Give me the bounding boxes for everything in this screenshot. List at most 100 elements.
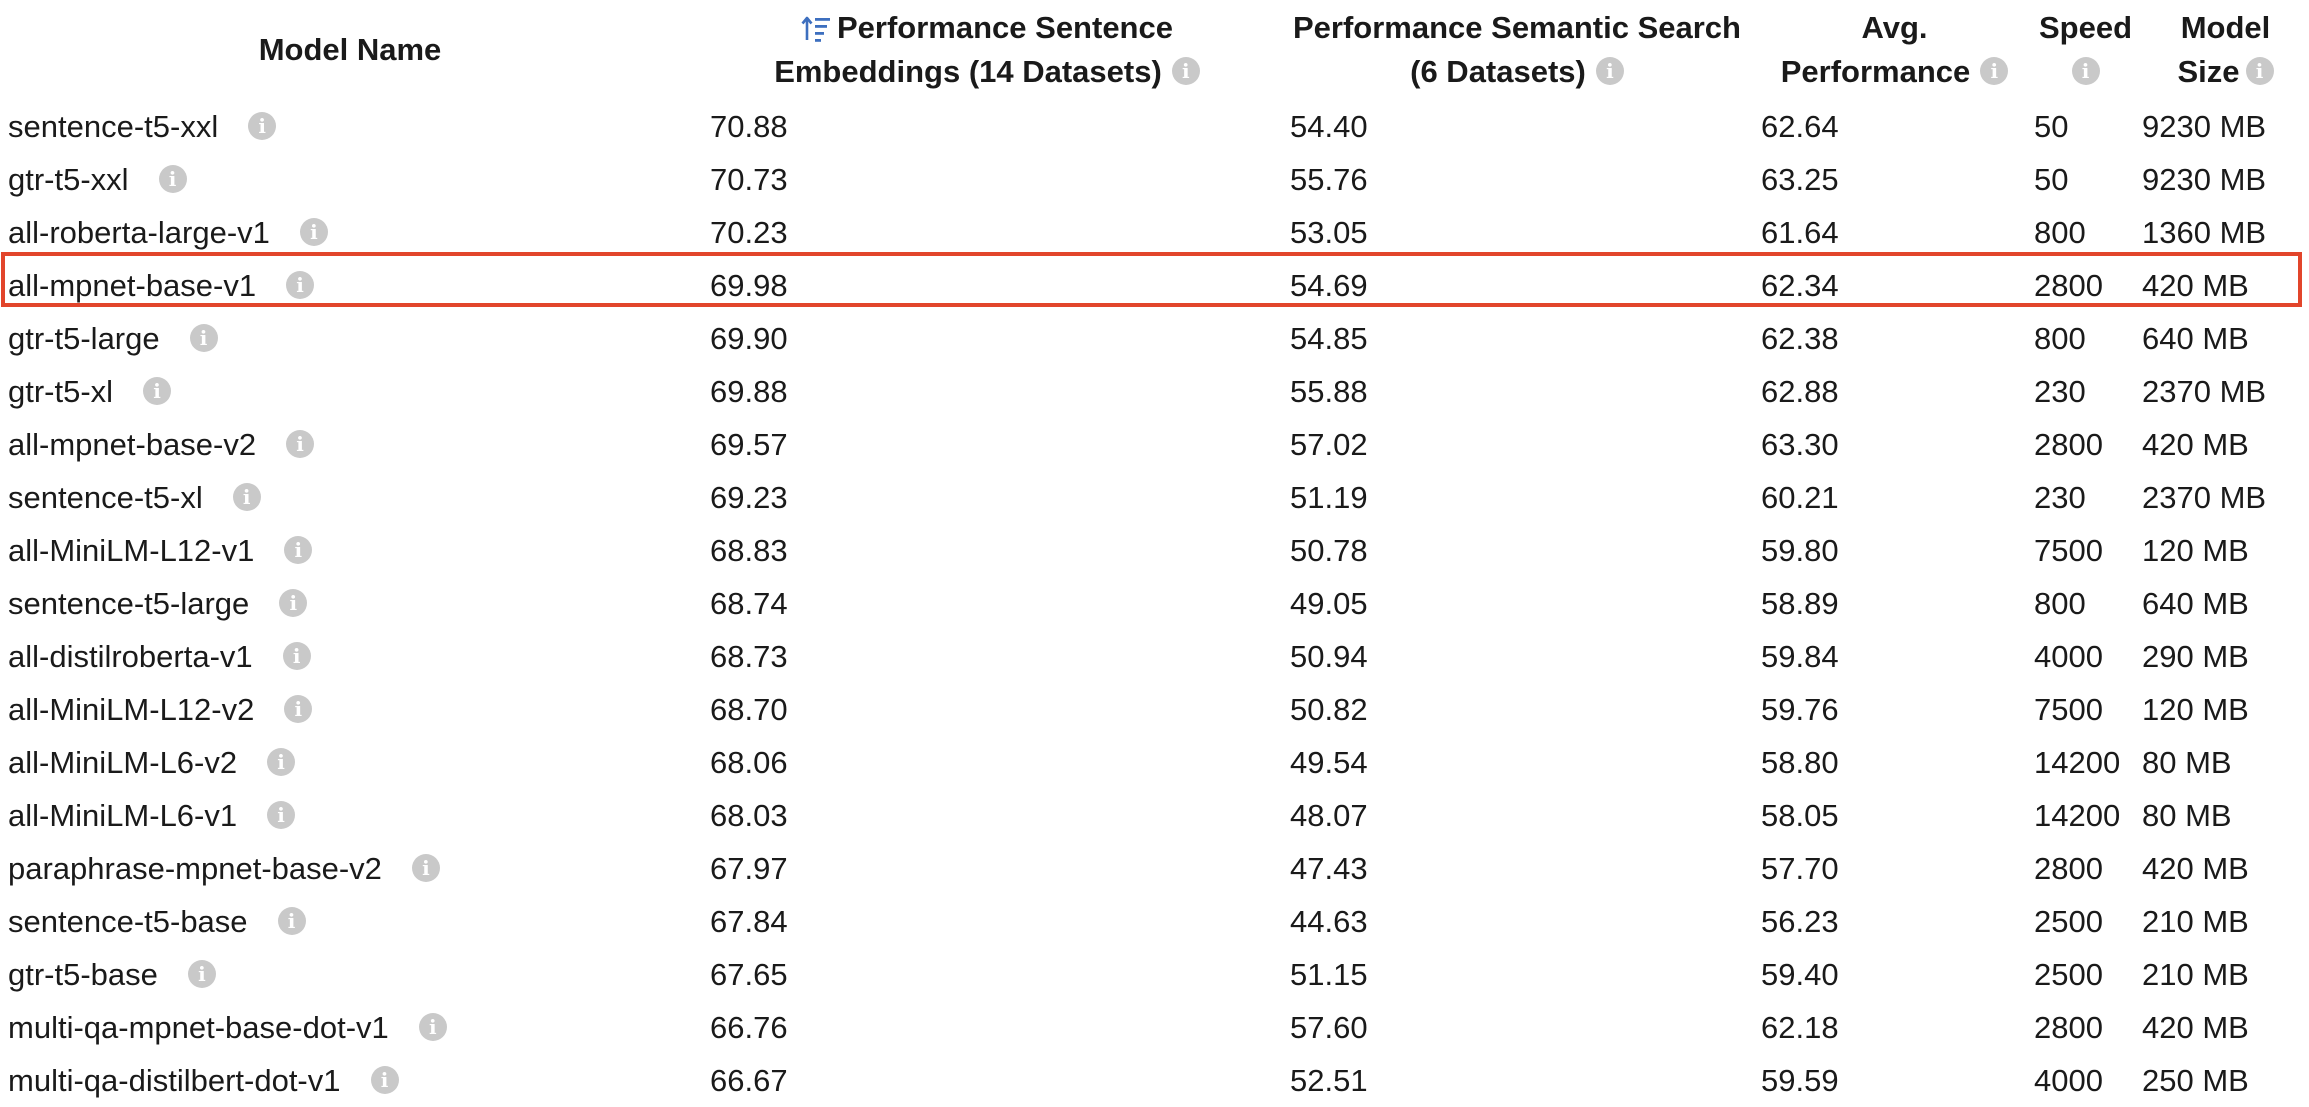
table-body: sentence-t5-xxl i 70.88 54.40 62.64 50 9230 MB… <box>0 100 2309 1107</box>
model-size-cell-value: 210 MB <box>2142 957 2249 992</box>
avg-performance-cell-value: 62.88 <box>1761 374 1839 409</box>
speed-cell-value: 800 <box>2034 215 2086 250</box>
model-name-cell: all-MiniLM-L12-v2 i <box>0 683 700 736</box>
model-name: gtr-t5-large <box>8 321 160 356</box>
avg-performance-cell: 63.25 <box>1760 153 2029 206</box>
sort-icon[interactable] <box>801 11 831 42</box>
sentence-embeddings-cell-value: 69.98 <box>710 268 788 303</box>
speed-cell-value: 2800 <box>2034 1010 2103 1045</box>
info-icon[interactable]: i <box>411 853 440 882</box>
column-header-sentence-embeddings[interactable]: Performance Sentence Embeddings (14 Data… <box>700 0 1274 100</box>
model-name: multi-qa-mpnet-base-dot-v1 <box>8 1010 389 1045</box>
table-row[interactable]: all-MiniLM-L12-v1 i 68.83 50.78 59.80 7500 120… <box>0 524 2309 577</box>
table-row[interactable]: all-MiniLM-L12-v2 i 68.70 50.82 59.76 7500 120… <box>0 683 2309 736</box>
avg-performance-cell: 59.59 <box>1760 1054 2029 1107</box>
column-header-model-size[interactable]: Model Size i <box>2142 0 2309 100</box>
info-icon[interactable]: i <box>158 164 187 193</box>
model-name: sentence-t5-base <box>8 904 248 939</box>
model-size-cell-value: 210 MB <box>2142 904 2249 939</box>
info-icon[interactable]: i <box>2245 56 2274 85</box>
avg-performance-cell-value: 58.80 <box>1761 745 1839 780</box>
sentence-embeddings-cell: 69.98 <box>700 259 1274 312</box>
info-icon[interactable]: i <box>370 1065 399 1094</box>
speed-cell: 800 <box>2029 577 2142 630</box>
info-icon[interactable]: i <box>282 641 311 670</box>
table-row[interactable]: all-distilroberta-v1 i 68.73 50.94 59.84 4000… <box>0 630 2309 683</box>
info-icon[interactable]: i <box>1980 56 2009 85</box>
sentence-embeddings-cell: 68.03 <box>700 789 1274 842</box>
avg-performance-cell: 62.34 <box>1760 259 2029 312</box>
table-row[interactable]: gtr-t5-base i 67.65 51.15 59.40 2500 210 MB <box>0 948 2309 1001</box>
table-row[interactable]: all-mpnet-base-v2 i 69.57 57.02 63.30 2800 420… <box>0 418 2309 471</box>
column-header-semantic-search[interactable]: Performance Semantic Search (6 Datasets)… <box>1274 0 1760 100</box>
table-row[interactable]: all-MiniLM-L6-v2 i 68.06 49.54 58.80 14200 80 … <box>0 736 2309 789</box>
speed-cell-value: 2500 <box>2034 957 2103 992</box>
info-icon[interactable]: i <box>1595 56 1624 85</box>
speed-cell: 230 <box>2029 471 2142 524</box>
table-row[interactable]: sentence-t5-xl i 69.23 51.19 60.21 230 2370 MB <box>0 471 2309 524</box>
info-icon[interactable]: i <box>2071 56 2100 85</box>
table-row[interactable]: all-mpnet-base-v1 i 69.98 54.69 62.34 2800 420… <box>0 259 2309 312</box>
model-name: paraphrase-mpnet-base-v2 <box>8 851 382 886</box>
speed-cell: 7500 <box>2029 683 2142 736</box>
table-row[interactable]: all-MiniLM-L6-v1 i 68.03 48.07 58.05 14200 80 … <box>0 789 2309 842</box>
model-name-cell: sentence-t5-base i <box>0 895 700 948</box>
info-icon[interactable]: i <box>248 111 277 140</box>
info-icon[interactable]: i <box>189 323 218 352</box>
column-header-speed[interactable]: Speed i <box>2029 0 2142 100</box>
info-icon[interactable]: i <box>143 376 172 405</box>
table-row[interactable]: gtr-t5-large i 69.90 54.85 62.38 800 640 MB <box>0 312 2309 365</box>
info-icon[interactable]: i <box>267 800 296 829</box>
avg-performance-cell: 59.76 <box>1760 683 2029 736</box>
info-icon[interactable]: i <box>279 588 308 617</box>
table-row[interactable]: sentence-t5-large i 68.74 49.05 58.89 800 640 … <box>0 577 2309 630</box>
avg-performance-cell: 59.84 <box>1760 630 2029 683</box>
column-header-model-name[interactable]: Model Name <box>0 0 700 100</box>
model-name: all-MiniLM-L6-v1 <box>8 798 238 833</box>
column-header-avg-performance[interactable]: Avg. Performance i <box>1760 0 2029 100</box>
column-header-label: Performance Sentence <box>837 10 1173 45</box>
model-size-cell-value: 420 MB <box>2142 427 2249 462</box>
info-icon[interactable]: i <box>187 959 216 988</box>
info-icon[interactable]: i <box>1171 56 1200 85</box>
table-row[interactable]: all-roberta-large-v1 i 70.23 53.05 61.64 800 1… <box>0 206 2309 259</box>
info-icon[interactable]: i <box>277 906 306 935</box>
table-row[interactable]: multi-qa-mpnet-base-dot-v1 i 66.76 57.60 62.… <box>0 1001 2309 1054</box>
table-row[interactable]: paraphrase-mpnet-base-v2 i 67.97 47.43 57.70… <box>0 842 2309 895</box>
sentence-embeddings-cell-value: 67.84 <box>710 904 788 939</box>
table-row[interactable]: sentence-t5-xxl i 70.88 54.40 62.64 50 9230 MB <box>0 100 2309 153</box>
model-size-cell: 210 MB <box>2142 895 2309 948</box>
info-icon[interactable]: i <box>284 535 313 564</box>
info-icon[interactable]: i <box>286 270 315 299</box>
column-header-label: Embeddings (14 Datasets) <box>774 54 1162 89</box>
info-icon[interactable]: i <box>286 429 315 458</box>
model-name-cell: multi-qa-distilbert-dot-v1 i <box>0 1054 700 1107</box>
sentence-embeddings-cell: 69.88 <box>700 365 1274 418</box>
speed-cell-value: 14200 <box>2034 745 2121 780</box>
column-header-label: Speed <box>2038 10 2133 45</box>
info-icon[interactable]: i <box>284 694 313 723</box>
info-icon[interactable]: i <box>267 747 296 776</box>
semantic-search-cell-value: 51.15 <box>1290 957 1368 992</box>
info-icon[interactable]: i <box>232 482 261 511</box>
info-icon[interactable]: i <box>299 217 328 246</box>
sentence-embeddings-cell-value: 70.23 <box>710 215 788 250</box>
model-name: gtr-t5-xl <box>8 374 114 409</box>
model-size-cell: 80 MB <box>2142 736 2309 789</box>
table-row[interactable]: gtr-t5-xl i 69.88 55.88 62.88 230 2370 MB <box>0 365 2309 418</box>
model-size-cell-value: 9230 MB <box>2142 109 2267 144</box>
avg-performance-cell-value: 58.89 <box>1761 586 1839 621</box>
speed-cell: 2500 <box>2029 895 2142 948</box>
table-row[interactable]: gtr-t5-xxl i 70.73 55.76 63.25 50 9230 MB <box>0 153 2309 206</box>
sentence-embeddings-cell-value: 69.57 <box>710 427 788 462</box>
model-name: all-MiniLM-L6-v2 <box>8 745 238 780</box>
semantic-search-cell: 54.69 <box>1274 259 1760 312</box>
info-icon[interactable]: i <box>418 1012 447 1041</box>
table-row[interactable]: sentence-t5-base i 67.84 44.63 56.23 2500 210 … <box>0 895 2309 948</box>
table-row[interactable]: multi-qa-distilbert-dot-v1 i 66.67 52.51 59.… <box>0 1054 2309 1107</box>
speed-cell: 2800 <box>2029 259 2142 312</box>
column-header-label: (6 Datasets) <box>1410 54 1586 89</box>
speed-cell-value: 4000 <box>2034 1063 2103 1098</box>
